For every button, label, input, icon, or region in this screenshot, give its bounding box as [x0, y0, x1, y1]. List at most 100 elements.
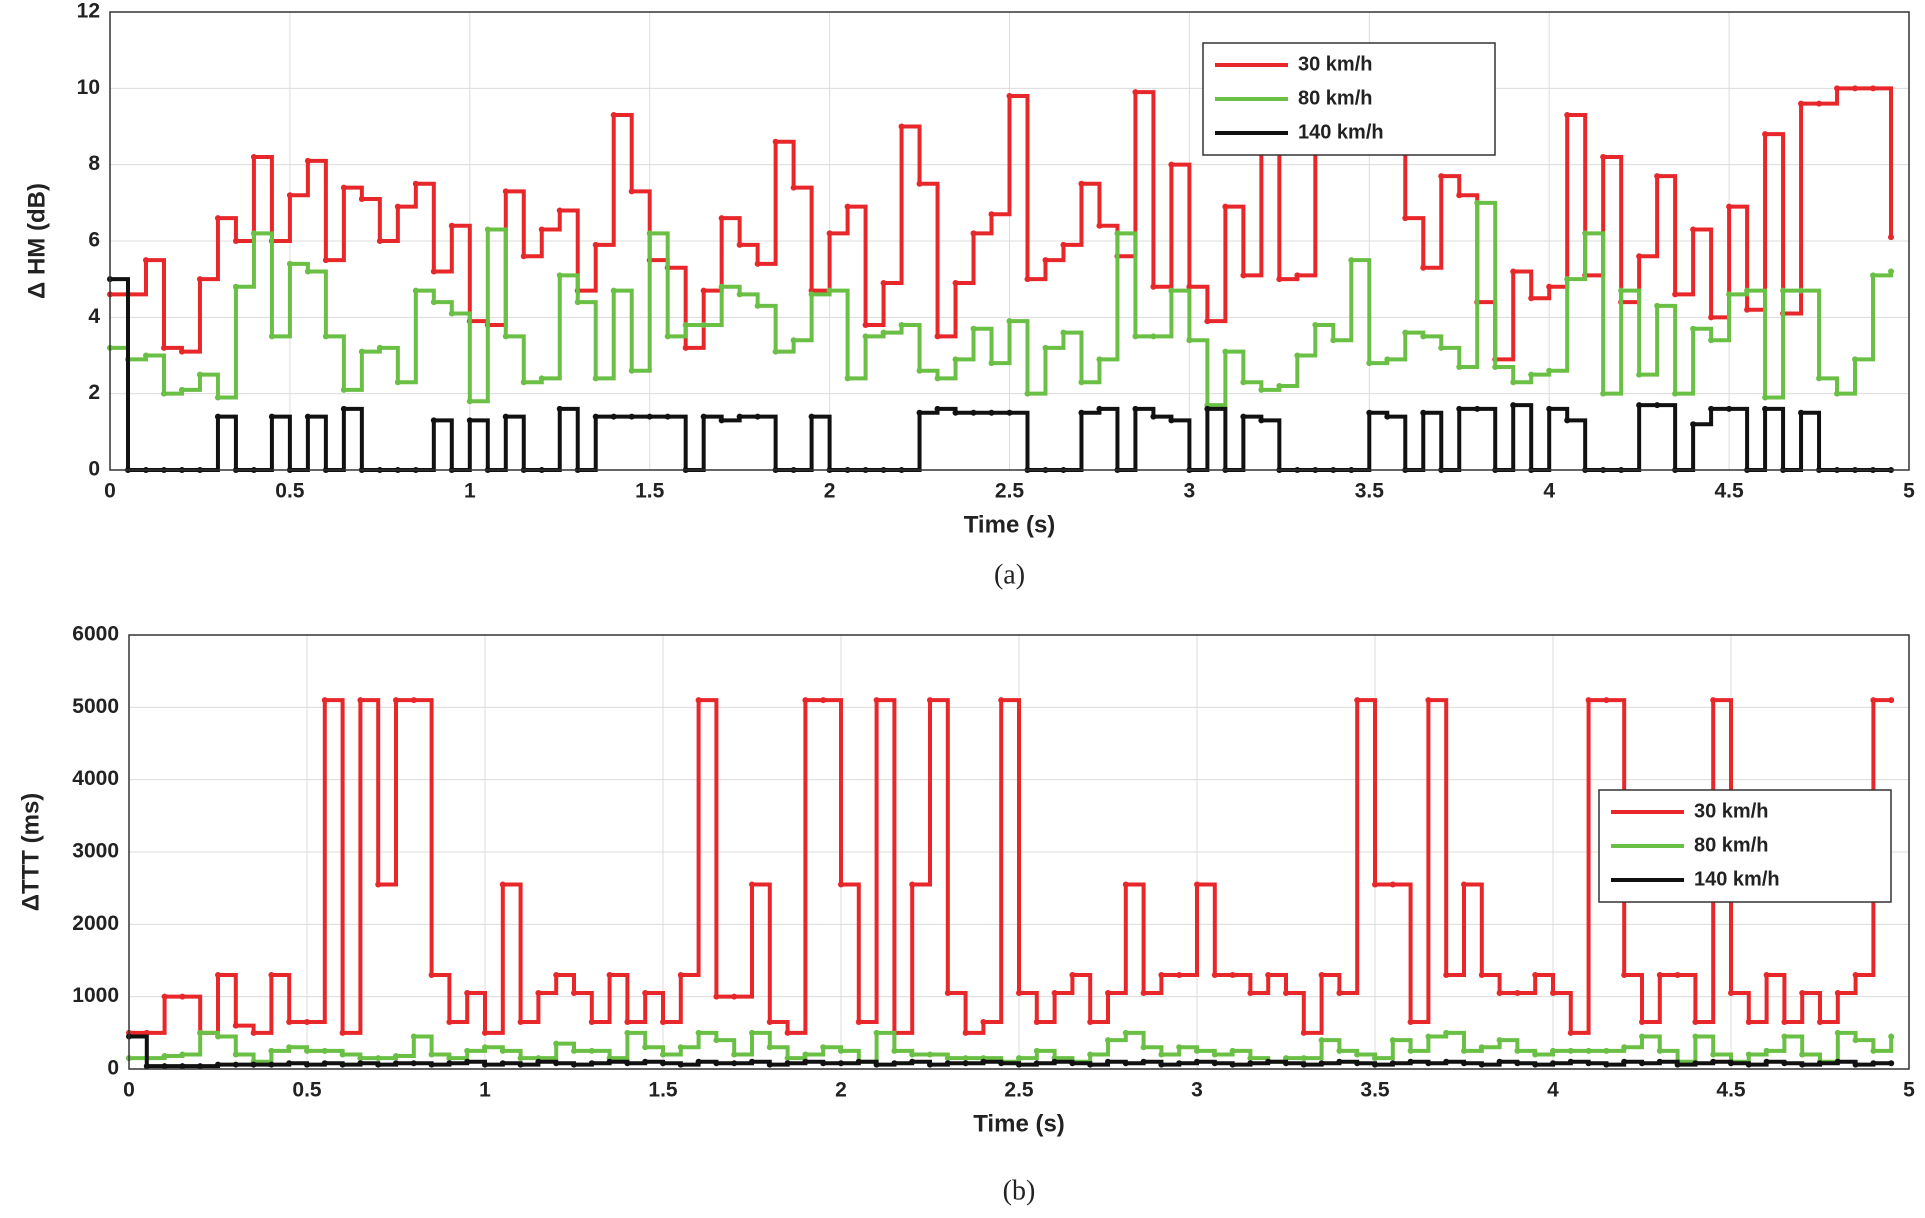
point-marker [1372, 1055, 1378, 1062]
point-marker [1852, 971, 1859, 978]
point-marker [880, 329, 887, 336]
point-marker [340, 405, 347, 412]
point-marker [1639, 1060, 1645, 1067]
point-marker [446, 1018, 453, 1025]
point-marker [1550, 1060, 1556, 1067]
point-marker [232, 283, 239, 290]
point-marker [784, 1060, 791, 1067]
point-marker [1690, 325, 1697, 332]
point-marker [1546, 283, 1553, 290]
y-axis-label: ΔTTT (ms) [17, 793, 44, 912]
x-tick-label: 0.5 [292, 1079, 322, 1102]
point-marker [1496, 1058, 1503, 1065]
point-marker [1550, 1047, 1556, 1054]
point-marker [898, 123, 905, 130]
point-marker [952, 409, 959, 416]
legend: 30 km/h 80 km/h 140 km/h [1598, 789, 1892, 903]
point-marker [571, 1061, 577, 1068]
point-marker [1150, 413, 1157, 420]
point-marker [1078, 409, 1085, 416]
x-tick-label: 3.5 [1360, 1079, 1390, 1102]
point-marker [1799, 990, 1806, 997]
point-marker [430, 299, 437, 306]
point-marker [844, 375, 851, 382]
point-marker [517, 1061, 524, 1068]
point-marker [304, 157, 311, 164]
point-marker [909, 1051, 916, 1058]
point-marker [448, 222, 455, 229]
point-marker [304, 1018, 310, 1025]
point-marker [1852, 356, 1859, 363]
point-marker [1852, 1037, 1859, 1044]
point-marker [1438, 173, 1445, 180]
point-marker [428, 971, 435, 978]
point-marker [1443, 1029, 1450, 1036]
point-marker [1870, 85, 1877, 92]
point-marker [1330, 337, 1337, 344]
point-marker [1834, 1029, 1841, 1036]
point-marker [588, 1018, 595, 1025]
point-marker [1870, 272, 1877, 279]
point-marker [962, 1060, 969, 1067]
x-tick-label: 0.5 [275, 480, 305, 503]
point-marker [772, 348, 779, 355]
point-marker [1654, 302, 1661, 309]
point-marker [535, 1058, 542, 1065]
point-marker [250, 230, 257, 237]
point-marker [1582, 230, 1589, 237]
point-marker [448, 310, 455, 317]
point-marker [682, 321, 689, 328]
point-marker [538, 226, 545, 233]
point-marker [1603, 1047, 1610, 1054]
point-marker [1514, 1047, 1521, 1054]
point-marker [1532, 971, 1539, 978]
point-marker [970, 230, 977, 237]
y-axis-label: Δ HM (dB) [23, 183, 50, 299]
point-marker [1672, 390, 1679, 397]
point-marker [232, 1061, 239, 1068]
point-marker [214, 413, 221, 420]
x-tick-label: 0 [123, 1079, 135, 1102]
point-marker [944, 990, 951, 997]
point-marker [286, 1060, 293, 1067]
point-marker [1283, 990, 1289, 997]
point-marker [1222, 348, 1229, 355]
point-marker [624, 1018, 631, 1025]
point-marker [718, 283, 725, 290]
point-marker [909, 1058, 916, 1065]
point-marker [1318, 971, 1325, 978]
point-marker [1567, 1047, 1574, 1054]
x-tick-label: 1.5 [635, 480, 665, 503]
point-marker [610, 287, 617, 294]
point-marker [1656, 1058, 1663, 1065]
point-marker [713, 1037, 720, 1044]
point-marker [1456, 192, 1463, 199]
point-marker [880, 279, 887, 286]
point-marker [1158, 1051, 1165, 1058]
point-marker [927, 697, 933, 704]
point-marker [1656, 1047, 1663, 1054]
point-marker [1585, 697, 1592, 704]
point-marker [790, 337, 797, 344]
point-marker [988, 211, 995, 218]
point-marker [998, 697, 1005, 704]
point-marker [1016, 1061, 1022, 1068]
point-marker [556, 405, 563, 412]
point-marker [1265, 971, 1272, 978]
point-marker [520, 379, 527, 386]
point-marker [731, 1051, 738, 1058]
point-marker [873, 697, 880, 704]
point-marker [215, 1061, 221, 1068]
point-marker [1710, 1051, 1717, 1058]
point-marker [1745, 1061, 1752, 1068]
point-marker [1425, 1060, 1432, 1067]
point-marker [1492, 363, 1499, 370]
point-marker [250, 154, 257, 161]
point-marker [927, 1051, 933, 1058]
point-marker [1798, 409, 1805, 416]
y-tick-label: 2 [88, 381, 100, 404]
point-marker [1621, 1058, 1628, 1065]
x-tick-label: 3 [1191, 1079, 1203, 1102]
point-marker [838, 1060, 844, 1067]
point-marker [1229, 971, 1236, 978]
